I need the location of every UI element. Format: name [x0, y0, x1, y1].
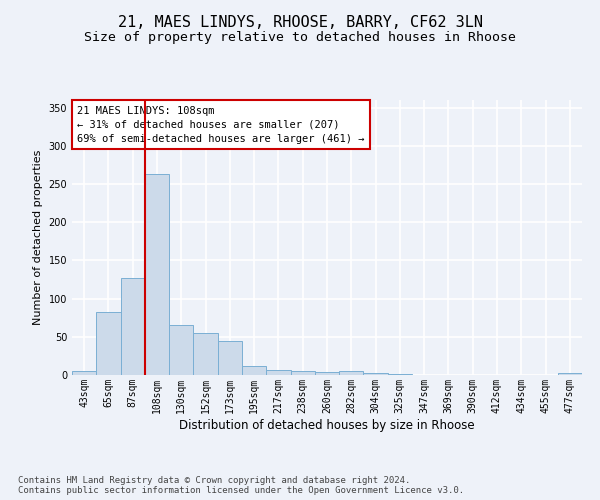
- Text: Contains HM Land Registry data © Crown copyright and database right 2024.
Contai: Contains HM Land Registry data © Crown c…: [18, 476, 464, 495]
- Bar: [121, 278, 145, 375]
- Text: 21, MAES LINDYS, RHOOSE, BARRY, CF62 3LN: 21, MAES LINDYS, RHOOSE, BARRY, CF62 3LN: [118, 15, 482, 30]
- Bar: [72, 371, 96, 375]
- Bar: [145, 174, 169, 375]
- Bar: [558, 374, 582, 375]
- Bar: [193, 333, 218, 375]
- Bar: [96, 312, 121, 375]
- Bar: [364, 374, 388, 375]
- Bar: [169, 326, 193, 375]
- Text: Size of property relative to detached houses in Rhoose: Size of property relative to detached ho…: [84, 31, 516, 44]
- Bar: [339, 371, 364, 375]
- Bar: [388, 374, 412, 375]
- Bar: [242, 366, 266, 375]
- Bar: [315, 372, 339, 375]
- Bar: [218, 340, 242, 375]
- Y-axis label: Number of detached properties: Number of detached properties: [33, 150, 43, 325]
- X-axis label: Distribution of detached houses by size in Rhoose: Distribution of detached houses by size …: [179, 418, 475, 432]
- Bar: [266, 370, 290, 375]
- Text: 21 MAES LINDYS: 108sqm
← 31% of detached houses are smaller (207)
69% of semi-de: 21 MAES LINDYS: 108sqm ← 31% of detached…: [77, 106, 365, 144]
- Bar: [290, 371, 315, 375]
